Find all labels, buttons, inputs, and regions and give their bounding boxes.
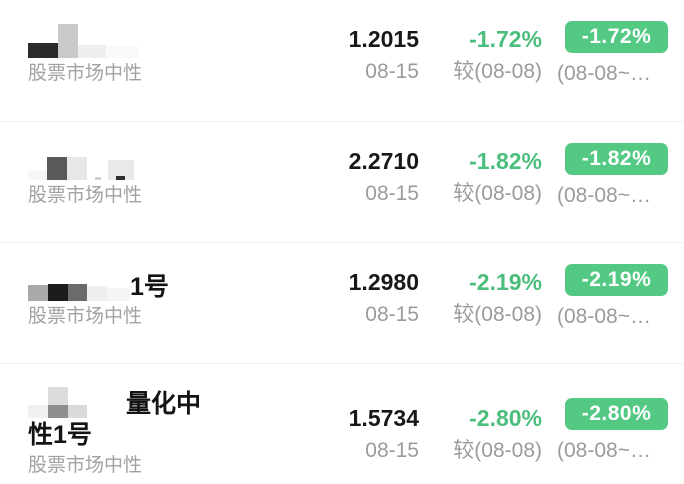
- fund-name-text: 1号: [130, 273, 169, 301]
- nav-value: 1.2015: [348, 26, 419, 52]
- fund-name: [28, 21, 333, 58]
- badge-column: -2.80% (08-08~…: [557, 364, 668, 484]
- weekly-change-badge: -1.82%: [565, 143, 668, 175]
- change-vs-label: 较(08-08): [453, 182, 542, 205]
- change-vs-label: 较(08-08): [453, 60, 542, 83]
- redacted-name-block: [87, 286, 107, 301]
- fund-row[interactable]: 1号 股票市场中性 1.2980 08-15 -2.19% 较(08-08) -…: [0, 242, 684, 363]
- redacted-name-block: [67, 157, 87, 180]
- change-vs-label: 较(08-08): [453, 303, 542, 326]
- fund-name-block: 股票市场中性: [28, 0, 333, 121]
- change-percent: -1.72%: [469, 26, 542, 52]
- redaction-gap: [87, 417, 126, 418]
- redacted-name-block: [58, 24, 78, 58]
- fund-strategy-label: 股票市场中性: [28, 63, 143, 84]
- redacted-name-block: [68, 405, 87, 418]
- badge-column: -1.72% (08-08~…: [557, 0, 668, 121]
- badge-column: -1.82% (08-08~…: [557, 122, 668, 242]
- redacted-name-block: [28, 405, 48, 418]
- redacted-name-block: [48, 387, 68, 418]
- nav-column: 1.2015 08-15: [333, 0, 419, 121]
- fund-strategy-label: 股票市场中性: [28, 455, 143, 476]
- redaction-gap: [101, 179, 108, 180]
- change-percent: -2.80%: [469, 405, 542, 431]
- nav-date: 08-15: [365, 439, 419, 462]
- change-column: -1.72% 较(08-08): [419, 0, 542, 121]
- change-vs-label: 较(08-08): [453, 439, 542, 462]
- redacted-name-block: [28, 285, 48, 301]
- fund-name: [28, 143, 333, 180]
- badge-period-label: (08-08~…: [557, 439, 651, 462]
- redacted-name-block: [48, 284, 68, 301]
- fund-name-block: 股票市场中性: [28, 122, 333, 242]
- fund-strategy-label: 股票市场中性: [28, 306, 143, 327]
- fund-strategy-label: 股票市场中性: [28, 185, 143, 206]
- nav-value: 2.2710: [348, 148, 419, 174]
- nav-column: 1.2980 08-15: [333, 243, 419, 363]
- redaction-gap: [87, 179, 95, 180]
- nav-date: 08-15: [365, 60, 419, 83]
- fund-name: 1号: [28, 264, 333, 301]
- nav-date: 08-15: [365, 182, 419, 205]
- weekly-change-badge: -2.80%: [565, 398, 668, 430]
- change-column: -1.82% 较(08-08): [419, 122, 542, 242]
- redacted-name-block: [48, 405, 68, 418]
- nav-date: 08-15: [365, 303, 419, 326]
- redacted-name-block: [95, 177, 101, 180]
- redacted-name-block: [106, 46, 139, 58]
- nav-column: 2.2710 08-15: [333, 122, 419, 242]
- redacted-name-block: [48, 387, 68, 405]
- nav-value: 1.5734: [348, 405, 419, 431]
- weekly-change-badge: -2.19%: [565, 264, 668, 296]
- nav-value: 1.2980: [348, 269, 419, 295]
- redacted-name-block: [116, 176, 125, 180]
- fund-row[interactable]: 股票市场中性 2.2710 08-15 -1.82% 较(08-08) -1.8…: [0, 121, 684, 242]
- change-percent: -1.82%: [469, 148, 542, 174]
- fund-name-block: 量化中 性1号 股票市场中性: [28, 364, 333, 484]
- redacted-name-block: [107, 288, 130, 301]
- redacted-name-block: [28, 171, 47, 180]
- badge-column: -2.19% (08-08~…: [557, 243, 668, 363]
- fund-row[interactable]: 量化中 性1号 股票市场中性 1.5734 08-15 -2.80% 较(08-…: [0, 363, 684, 484]
- badge-period-label: (08-08~…: [557, 62, 651, 85]
- fund-name-block: 1号 股票市场中性: [28, 243, 333, 363]
- redacted-name-block: [28, 43, 58, 58]
- fund-name-text: 量化中: [126, 390, 202, 418]
- redacted-name-block: [68, 284, 87, 301]
- fund-name-text-line2: 性1号: [28, 421, 92, 449]
- change-column: -2.80% 较(08-08): [419, 364, 542, 484]
- weekly-change-badge: -1.72%: [565, 21, 668, 53]
- fund-name: 量化中: [28, 384, 333, 418]
- redacted-name-block: [47, 157, 67, 180]
- nav-column: 1.5734 08-15: [333, 364, 419, 484]
- redacted-name-block: [108, 160, 134, 180]
- badge-period-label: (08-08~…: [557, 184, 651, 207]
- change-column: -2.19% 较(08-08): [419, 243, 542, 363]
- fund-row[interactable]: 股票市场中性 1.2015 08-15 -1.72% 较(08-08) -1.7…: [0, 0, 684, 121]
- badge-period-label: (08-08~…: [557, 305, 651, 328]
- redacted-name-block: [78, 45, 106, 58]
- change-percent: -2.19%: [469, 269, 542, 295]
